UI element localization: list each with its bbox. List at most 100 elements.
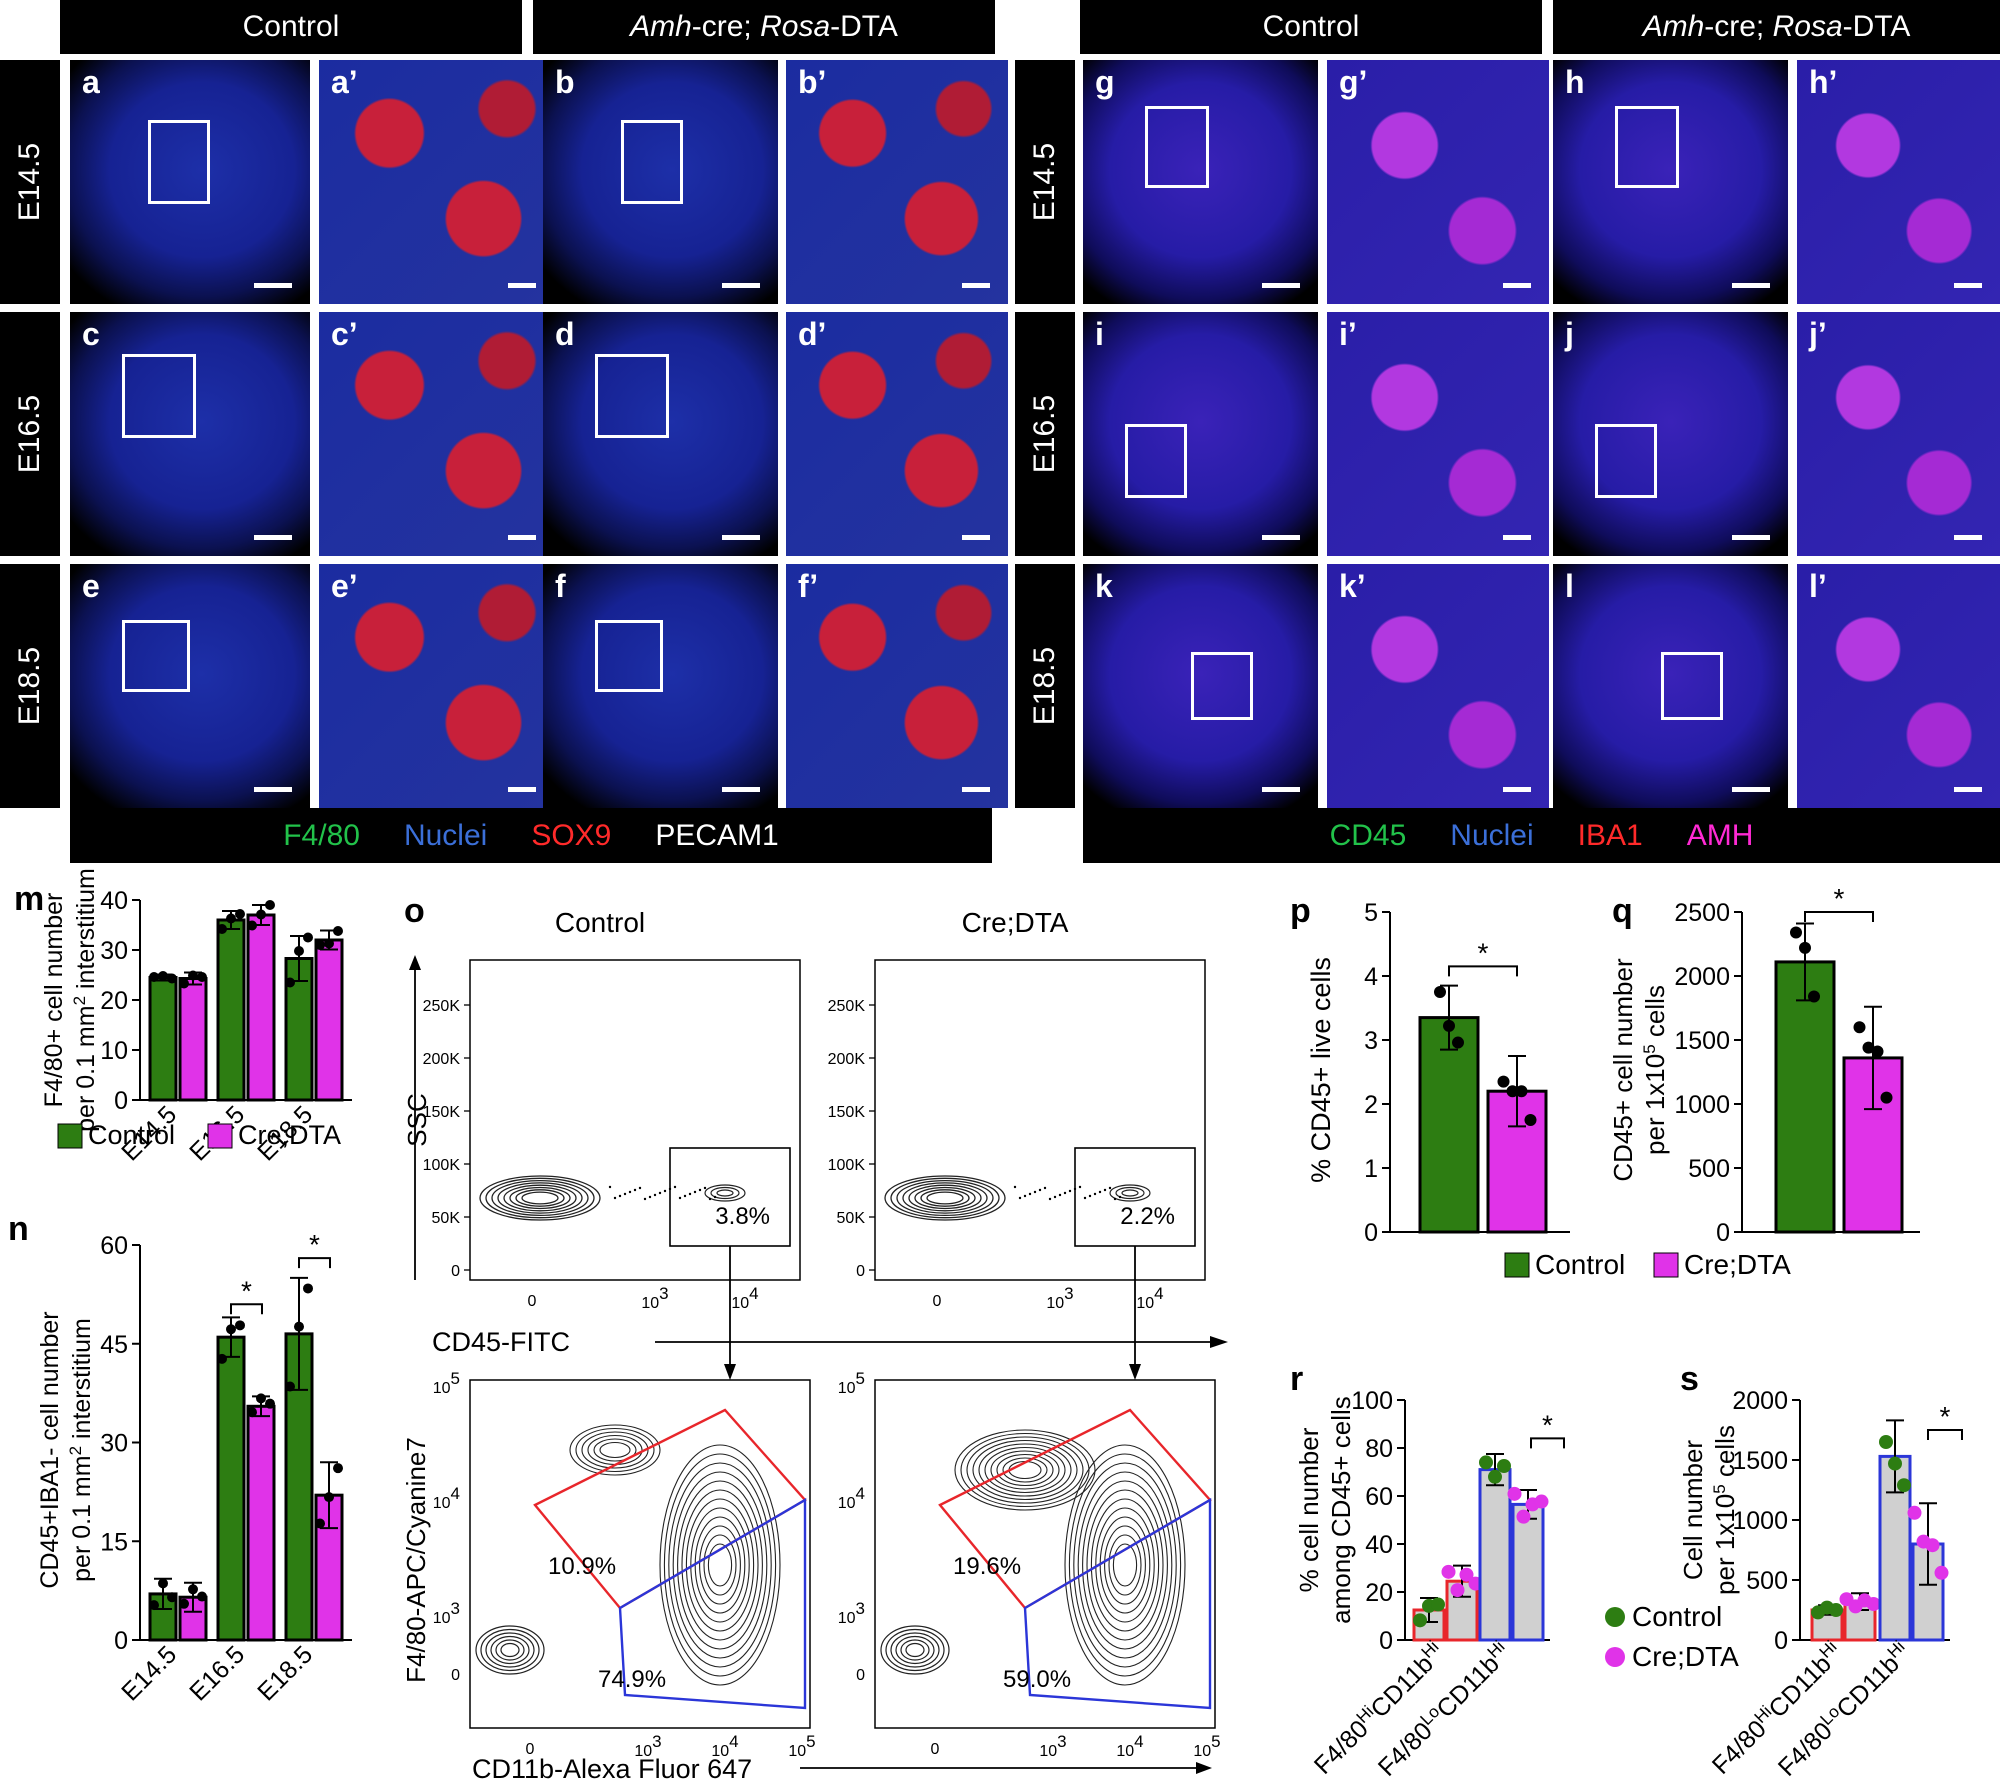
channel-legend-item: F4/80	[283, 818, 360, 852]
x-tick-label: 103	[641, 1284, 668, 1313]
micrograph-inset-tile: j’	[1797, 312, 2000, 556]
contour-line	[920, 1189, 970, 1207]
x-category-label: E18.5	[252, 1640, 318, 1706]
contour-line	[984, 1446, 1066, 1494]
channel-legend-item: Nuclei	[403, 818, 488, 852]
data-point	[1452, 1036, 1464, 1049]
label-part: 10	[711, 1743, 729, 1760]
legend-swatch-control	[1504, 1252, 1530, 1278]
y-axis-label-2: per 1x105 cells	[1710, 1425, 1741, 1595]
contour-line	[490, 1635, 530, 1665]
contour-line	[672, 1471, 768, 1659]
panel-letter: n	[8, 1210, 29, 1248]
event-dot	[1093, 1192, 1097, 1196]
data-point	[315, 1518, 325, 1529]
y-tick-label: 250K	[423, 998, 461, 1015]
y-tick-label: 0	[1379, 1627, 1393, 1655]
contour-line	[990, 1450, 1060, 1490]
y-axis-label: CD45+ cell number	[1608, 958, 1638, 1182]
inset-box	[1191, 652, 1253, 720]
y-tick-label: 2500	[1674, 899, 1730, 927]
contour-line	[668, 1462, 772, 1668]
flow-y-label: SSC	[402, 1093, 432, 1146]
channel-legend-item: SOX9	[531, 818, 612, 852]
y-axis-label-2: per 1x105 cells	[1640, 985, 1671, 1155]
contour-line	[495, 1639, 525, 1661]
data-point	[1907, 1505, 1922, 1520]
y-tick-label: 10	[100, 1037, 128, 1065]
legend-dot-control	[1605, 1607, 1625, 1627]
panel-letter: k	[1095, 568, 1113, 604]
bar-control	[216, 1335, 246, 1642]
data-point	[167, 1592, 177, 1603]
flow-plot-frame	[874, 959, 1206, 1281]
superscript: 4	[729, 1732, 738, 1751]
y-tick-label: 0	[1716, 1219, 1730, 1247]
flow-y-label: F4/80-APC/Cyanine7	[401, 1437, 431, 1683]
data-point	[1507, 1486, 1522, 1501]
inset-box	[1125, 424, 1187, 498]
stage-label-right: E18.5	[1015, 564, 1075, 808]
contour-line	[581, 1431, 649, 1469]
contour-line	[716, 1189, 734, 1197]
y-tick-label: 105	[433, 1369, 460, 1398]
event-dot	[628, 1190, 632, 1194]
contour-line	[699, 1525, 741, 1605]
significance-star: *	[1542, 1409, 1553, 1440]
legend-label-mutant: Cre;DTA	[1632, 1641, 1739, 1672]
stage-label-left: E16.5	[0, 312, 60, 556]
data-point	[235, 909, 245, 919]
data-point	[1888, 1456, 1902, 1471]
scale-bar	[254, 535, 292, 540]
y-tick-label: 0	[451, 1667, 460, 1684]
panel-letter: h	[1565, 64, 1585, 100]
scale-bar	[722, 787, 760, 792]
label-part: 10	[788, 1743, 806, 1760]
data-point	[158, 971, 168, 981]
panel-letter: g’	[1339, 64, 1368, 100]
y-tick-label: 250K	[828, 998, 866, 1015]
y-tick-label: 2000	[1674, 963, 1730, 991]
data-point	[1459, 1567, 1474, 1582]
label-part: 10	[1193, 1743, 1211, 1760]
contour-line	[690, 1507, 750, 1623]
legend-label-control: Control	[1632, 1601, 1722, 1632]
event-dot	[638, 1186, 642, 1190]
contour-line	[485, 1177, 595, 1219]
scale-bar	[1262, 283, 1300, 288]
event-dot	[693, 1190, 697, 1194]
y-tick-label: 150K	[423, 1104, 461, 1121]
contour-line	[1104, 1525, 1146, 1605]
bar-mutant	[246, 913, 276, 1102]
event-dot	[1108, 1186, 1112, 1190]
scale-bar	[508, 535, 536, 540]
data-point	[179, 1598, 189, 1609]
significance-star: *	[309, 1229, 320, 1260]
data-point	[226, 1324, 236, 1335]
panel-letter: b	[555, 64, 575, 100]
label-part: 10	[634, 1743, 652, 1760]
data-point	[1808, 990, 1820, 1003]
header-control-left: Control	[60, 0, 522, 54]
bar-control	[1418, 1016, 1480, 1234]
event-dot	[698, 1188, 702, 1192]
micrograph-tile: k	[1083, 564, 1318, 808]
superscript: 3	[659, 1284, 668, 1303]
micrograph-tile: l	[1553, 564, 1788, 808]
y-axis-label-2: per 0.1 mm2 interstitium	[70, 868, 101, 1132]
bar-control	[148, 976, 178, 1102]
inset-box	[595, 354, 669, 438]
label-part: 10	[1136, 1295, 1154, 1312]
y-axis-label-2: per 0.1 mm2 interstitium	[66, 1318, 97, 1582]
superscript: 5	[856, 1369, 865, 1388]
panel-letter: l’	[1809, 568, 1827, 604]
contour-line	[908, 1184, 982, 1212]
micrograph-tile: j	[1553, 312, 1788, 556]
stage-label-right: E16.5	[1015, 312, 1075, 556]
event-dot	[678, 1196, 682, 1200]
significance-bracket	[1530, 1437, 1565, 1449]
x-tick-label: 0	[933, 1293, 942, 1310]
data-point	[285, 1381, 295, 1392]
label-part: CD11b	[1831, 1650, 1905, 1724]
contour-line	[972, 1439, 1078, 1501]
